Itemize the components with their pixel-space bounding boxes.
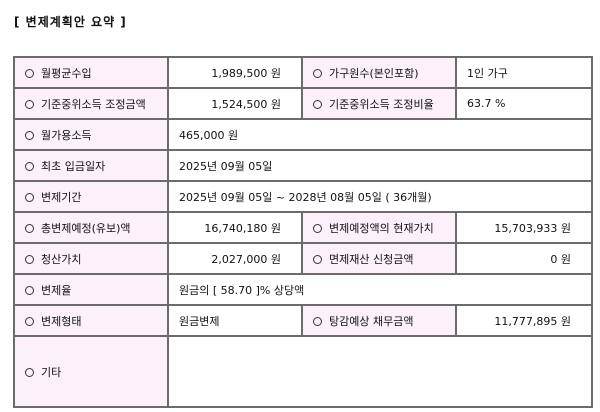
value-repayment-rate: 원금의 [ 58.70 ]% 상당액 [167,273,593,306]
label-exempt-property: 면제재산 신청금액 [329,252,414,266]
circle-bullet-icon [25,69,34,78]
label-period: 변제기간 [41,190,82,204]
table-row: 최초 입금일자 2025년 09월 05일 [13,149,593,182]
circle-bullet-icon [25,193,34,202]
circle-bullet-icon [25,224,34,233]
circle-bullet-icon [25,131,34,140]
value-household: 1인 가구 [455,56,593,89]
circle-bullet-icon [25,162,34,171]
label-total-repayment: 총변제예정(유보)액 [41,221,131,235]
label-present-value: 변제예정액의 현재가치 [329,221,434,235]
value-exempt-property: 0 원 [455,242,593,275]
table-row: 월평균수입 1,989,500 원 가구원수(본인포함) 1인 가구 [13,56,593,89]
label-forgiven-debt: 탕감예상 채무금액 [329,314,414,328]
circle-bullet-icon [25,286,34,295]
table-row: 기준중위소득 조정금액 1,524,500 원 기준중위소득 조정비율 63.7… [13,87,593,120]
circle-bullet-icon [25,100,34,109]
circle-bullet-icon [313,317,322,326]
table-row: 총변제예정(유보)액 16,740,180 원 변제예정액의 현재가치 15,7… [13,211,593,244]
table-row: 청산가치 2,027,000 원 면제재산 신청금액 0 원 [13,242,593,275]
circle-bullet-icon [25,317,34,326]
value-liquidation: 2,027,000 원 [167,242,303,275]
value-available-income: 465,000 원 [167,118,593,151]
value-other [167,335,593,408]
label-median-ratio: 기준중위소득 조정비율 [329,97,434,111]
label-liquidation: 청산가치 [41,252,82,266]
circle-bullet-icon [313,255,322,264]
value-median-ratio: 63.7 % [455,87,593,120]
label-median-adjusted: 기준중위소득 조정금액 [41,97,146,111]
circle-bullet-icon [313,69,322,78]
table-row: 변제기간 2025년 09월 05일 ~ 2028년 08월 05일 ( 36개… [13,180,593,213]
circle-bullet-icon [313,224,322,233]
summary-table: 월평균수입 1,989,500 원 가구원수(본인포함) 1인 가구 기준중위소… [13,56,593,408]
label-repayment-rate: 변제율 [41,283,72,297]
circle-bullet-icon [25,368,34,377]
value-forgiven-debt: 11,777,895 원 [455,304,593,337]
page-title: [ 변제계획안 요약 ] [14,15,127,29]
table-row: 기타 [13,335,593,408]
value-first-payment: 2025년 09월 05일 [167,149,593,182]
table-row: 월가용소득 465,000 원 [13,118,593,151]
value-median-adjusted: 1,524,500 원 [167,87,303,120]
label-first-payment: 최초 입금일자 [41,159,106,173]
value-total-repayment: 16,740,180 원 [167,211,303,244]
label-other: 기타 [41,365,62,379]
value-repayment-type: 원금변제 [167,304,303,337]
value-present-value: 15,703,933 원 [455,211,593,244]
table-row: 변제율 원금의 [ 58.70 ]% 상당액 [13,273,593,306]
label-available-income: 월가용소득 [41,128,92,142]
label-monthly-income: 월평균수입 [41,66,92,80]
table-row: 변제형태 원금변제 탕감예상 채무금액 11,777,895 원 [13,304,593,337]
label-household: 가구원수(본인포함) [329,66,419,80]
circle-bullet-icon [313,100,322,109]
value-period: 2025년 09월 05일 ~ 2028년 08월 05일 ( 36개월) [167,180,593,213]
label-repayment-type: 변제형태 [41,314,82,328]
circle-bullet-icon [25,255,34,264]
value-monthly-income: 1,989,500 원 [167,56,303,89]
